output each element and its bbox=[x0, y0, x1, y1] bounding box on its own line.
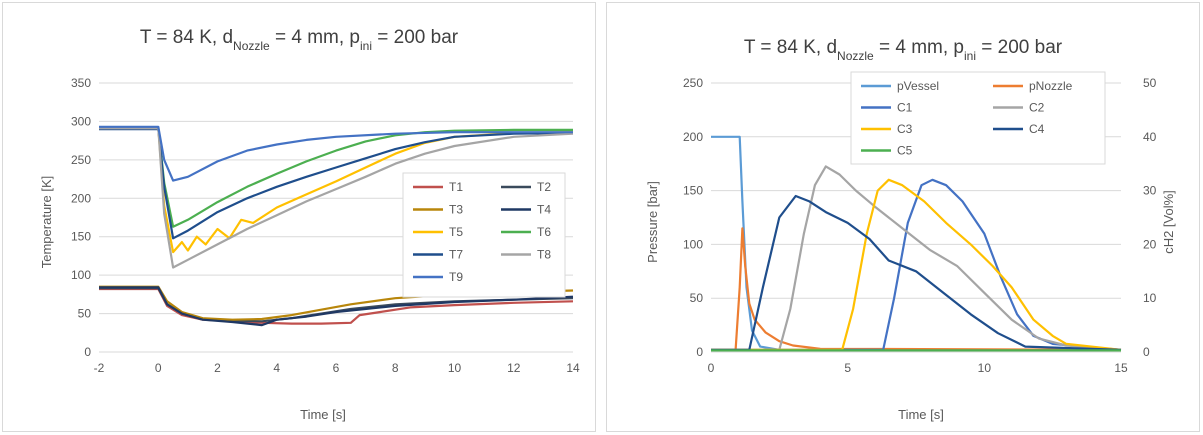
y-tick-label: 0 bbox=[696, 345, 703, 359]
x-axis-label: Time [s] bbox=[898, 407, 944, 422]
temperature-chart-panel: T = 84 K, dNozzle = 4 mm, pini = 200 bar… bbox=[2, 2, 596, 432]
series-line-t4 bbox=[99, 286, 574, 327]
x-tick-label: 0 bbox=[155, 361, 162, 375]
x-tick-label: 8 bbox=[392, 361, 399, 375]
pressure-concentration-chart: T = 84 K, dNozzle = 4 mm, pini = 200 bar… bbox=[645, 37, 1176, 422]
y2-tick-label: 20 bbox=[1143, 237, 1157, 251]
y-tick-label: 0 bbox=[84, 345, 91, 359]
series-line-c1 bbox=[711, 178, 1122, 351]
x-tick-label: 10 bbox=[448, 361, 462, 375]
legend-box bbox=[850, 71, 1106, 165]
y2-tick-label: 30 bbox=[1143, 184, 1157, 198]
legend-label: T8 bbox=[537, 248, 551, 262]
y-tick-label: 150 bbox=[71, 230, 91, 244]
legend-label: T5 bbox=[449, 225, 463, 239]
x-tick-label: 0 bbox=[708, 361, 715, 375]
legend-label: pNozzle bbox=[1029, 79, 1073, 93]
y2-tick-label: 10 bbox=[1143, 291, 1157, 305]
chart-title: T = 84 K, dNozzle = 4 mm, pini = 200 bar bbox=[140, 27, 459, 53]
legend: pVessel pNozzle C1 C2 C3 C4 C5 bbox=[850, 71, 1106, 165]
y2-tick-label: 40 bbox=[1143, 130, 1157, 144]
y-tick-label: 100 bbox=[683, 237, 703, 251]
y2-tick-label: 0 bbox=[1143, 345, 1150, 359]
y-tick-label: 350 bbox=[71, 76, 91, 90]
series-line-t6 bbox=[99, 126, 573, 228]
x-tick-label: -2 bbox=[94, 361, 105, 375]
temperature-chart: T = 84 K, dNozzle = 4 mm, pini = 200 bar… bbox=[39, 27, 580, 422]
x-tick-label: 14 bbox=[566, 361, 580, 375]
x-tick-label: 5 bbox=[844, 361, 851, 375]
y-tick-label: 50 bbox=[78, 307, 92, 321]
chart-title: T = 84 K, dNozzle = 4 mm, pini = 200 bar bbox=[744, 37, 1063, 63]
legend-label: T6 bbox=[537, 225, 551, 239]
legend-label: T2 bbox=[537, 180, 551, 194]
legend: T1 T2 T3 T4 T5 T6 T7 T8 T9 bbox=[402, 172, 566, 298]
legend-label: C1 bbox=[897, 101, 913, 115]
x-tick-label: 4 bbox=[273, 361, 280, 375]
legend-label: C2 bbox=[1029, 101, 1045, 115]
y-tick-label: 200 bbox=[683, 130, 703, 144]
y-tick-label: 100 bbox=[71, 268, 91, 282]
legend-label: T7 bbox=[449, 248, 463, 262]
legend-label: T4 bbox=[537, 203, 551, 217]
series-line-t8 bbox=[99, 127, 574, 269]
legend-label: C3 bbox=[897, 122, 913, 136]
series-line-c3 bbox=[711, 178, 1122, 351]
y-tick-label: 50 bbox=[690, 291, 704, 305]
legend-label: pVessel bbox=[897, 79, 939, 93]
legend-label: T1 bbox=[449, 180, 463, 194]
series-line-t9 bbox=[99, 125, 573, 182]
y2-tick-label: 50 bbox=[1143, 76, 1157, 90]
series-line-c2 bbox=[711, 165, 1122, 351]
x-tick-label: 15 bbox=[1114, 361, 1128, 375]
y-tick-label: 250 bbox=[71, 153, 91, 167]
x-tick-label: 10 bbox=[978, 361, 992, 375]
y-axis-label: Temperature [K] bbox=[39, 176, 54, 269]
y-tick-label: 150 bbox=[683, 184, 703, 198]
series-line-t7 bbox=[99, 128, 574, 240]
y-axis-label: Pressure [bar] bbox=[645, 181, 660, 263]
legend-label: C4 bbox=[1029, 122, 1045, 136]
legend-label: T9 bbox=[449, 270, 463, 284]
x-tick-label: 2 bbox=[214, 361, 221, 375]
legend-label: T3 bbox=[449, 203, 463, 217]
legend-label: C5 bbox=[897, 144, 913, 158]
y2-axis-label: cH2 [Vol%] bbox=[1161, 190, 1176, 254]
x-tick-label: 12 bbox=[507, 361, 521, 375]
pressure-concentration-chart-panel: T = 84 K, dNozzle = 4 mm, pini = 200 bar… bbox=[606, 2, 1200, 432]
series-line-t5 bbox=[99, 126, 574, 254]
x-tick-label: 6 bbox=[333, 361, 340, 375]
x-axis-label: Time [s] bbox=[300, 407, 346, 422]
y-tick-label: 250 bbox=[683, 76, 703, 90]
series-line-pnozzle bbox=[711, 227, 1122, 351]
y-tick-label: 300 bbox=[71, 114, 91, 128]
series-line-c4 bbox=[711, 194, 1122, 351]
y-tick-label: 200 bbox=[71, 191, 91, 205]
series-line-t1 bbox=[99, 287, 574, 325]
